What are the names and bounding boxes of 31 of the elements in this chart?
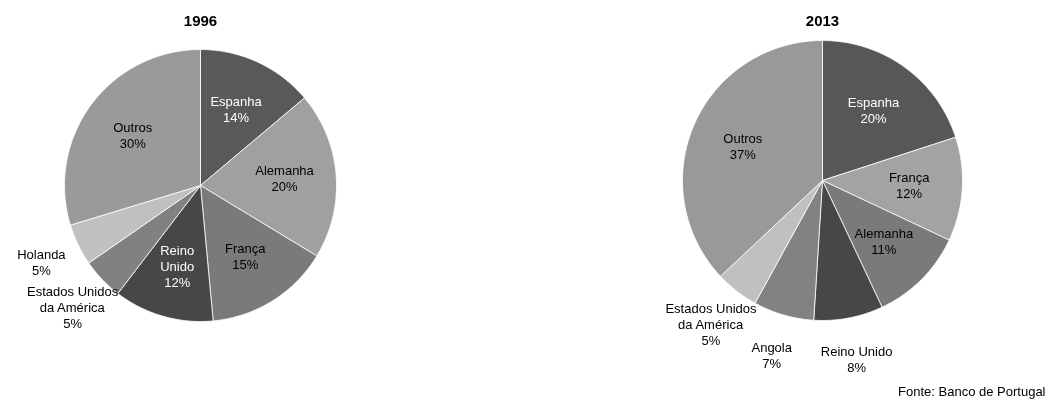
data-label: 8% [847, 359, 867, 375]
slice-label: Estados Unidos da América [27, 284, 119, 316]
slice-label: Outros [113, 119, 153, 135]
slice-label: Espanha [847, 94, 900, 110]
slice-label: Reino Unido [820, 343, 893, 359]
slice-label: Reino Unido [160, 243, 195, 275]
slice-label: Alemanha [255, 163, 315, 179]
slice-label: Estados Unidos da América [665, 300, 757, 332]
data-label: 37% [729, 146, 757, 162]
data-label: 11% [871, 242, 897, 258]
data-label: 5% [701, 332, 721, 348]
data-label: 12% [164, 275, 191, 291]
source-note: Fonte: Banco de Portugal [898, 384, 1046, 399]
data-label: 14% [223, 109, 250, 125]
data-label: 12% [896, 186, 923, 202]
slice-label: França [225, 241, 267, 257]
data-label: 20% [860, 110, 887, 126]
chart-title: 1996 [183, 11, 218, 29]
slice-label: França [888, 170, 931, 186]
data-label: 20% [271, 179, 299, 195]
slice-label: Alemanha [854, 226, 914, 242]
slice-label: Outros [723, 130, 763, 146]
slice-label: Angola [751, 339, 793, 355]
slice-label: Holanda [17, 247, 67, 263]
slice-label: Espanha [210, 93, 263, 109]
data-label: 30% [119, 135, 147, 151]
chart-title: 2013 [805, 11, 840, 29]
data-label: 5% [63, 316, 83, 332]
data-label: 15% [232, 257, 259, 273]
data-label: 7% [762, 355, 782, 371]
data-label: 5% [31, 263, 52, 279]
